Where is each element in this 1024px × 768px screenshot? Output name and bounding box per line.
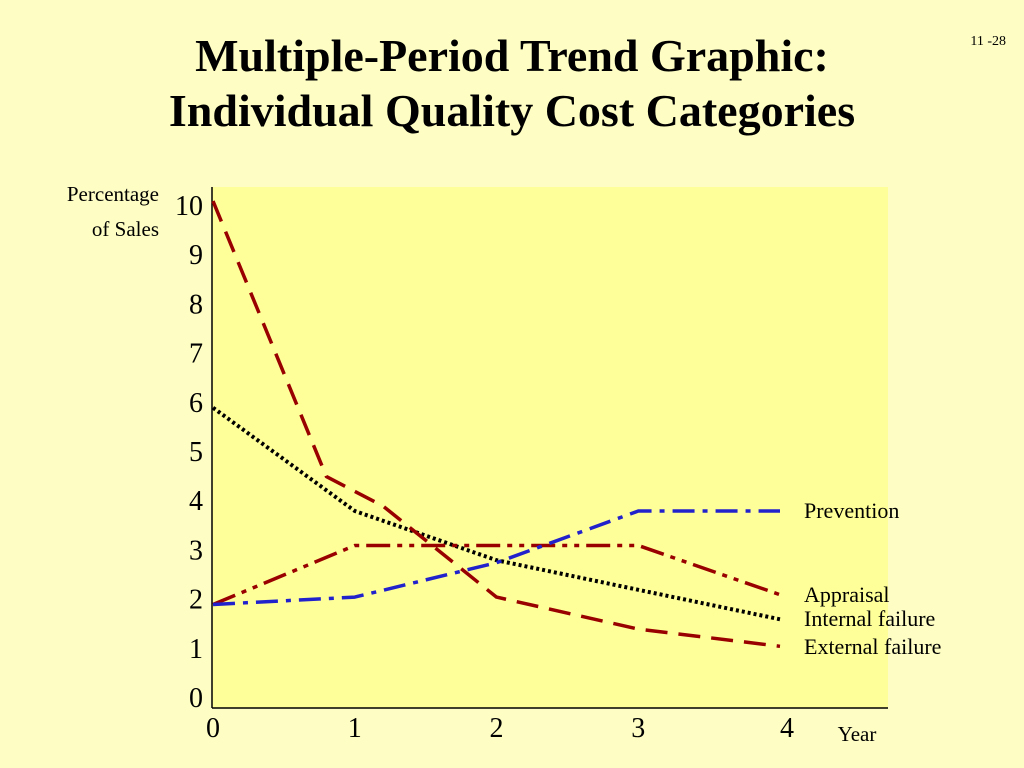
y-tick-label: 4 bbox=[189, 486, 203, 517]
y-tick-label: 3 bbox=[189, 535, 203, 566]
series-line-prevention bbox=[212, 509, 780, 607]
x-tick-label: 3 bbox=[631, 713, 645, 744]
slide-number: 11 -28 bbox=[970, 34, 1006, 49]
x-tick-label: 0 bbox=[206, 713, 220, 744]
y-tick-label: 6 bbox=[189, 388, 203, 419]
y-tick-label: 7 bbox=[189, 339, 203, 370]
legend-label-external-failure: External failure bbox=[804, 634, 941, 659]
y-tick-label: 8 bbox=[189, 289, 203, 320]
y-axis-label-line-2: of Sales bbox=[92, 217, 159, 241]
series-line-external-failure bbox=[211, 200, 781, 649]
y-tick-label: 9 bbox=[189, 240, 203, 271]
legend-label-prevention: Prevention bbox=[804, 498, 899, 523]
x-axis-label: Year bbox=[838, 722, 877, 746]
x-tick-label: 4 bbox=[780, 713, 794, 744]
y-tick-label: 0 bbox=[189, 683, 203, 714]
y-axis-label-line-1: Percentage bbox=[67, 182, 159, 206]
series-line-appraisal bbox=[212, 543, 781, 607]
y-tick-label: 10 bbox=[175, 191, 203, 222]
x-tick-label: 1 bbox=[348, 713, 362, 744]
legend-label-appraisal: Appraisal bbox=[804, 582, 890, 607]
slide-title: Multiple-Period Trend Graphic: Individua… bbox=[0, 28, 1024, 138]
y-tick-label: 5 bbox=[189, 437, 203, 468]
y-tick-label: 2 bbox=[189, 585, 203, 616]
series-line-internal-failure bbox=[211, 406, 781, 622]
x-tick-label: 2 bbox=[490, 713, 504, 744]
title-line-1: Multiple-Period Trend Graphic: bbox=[195, 30, 829, 81]
plot-area bbox=[212, 187, 888, 708]
legend-label-internal-failure: Internal failure bbox=[804, 606, 935, 631]
y-tick-label: 1 bbox=[189, 634, 203, 665]
title-line-2: Individual Quality Cost Categories bbox=[168, 85, 856, 137]
